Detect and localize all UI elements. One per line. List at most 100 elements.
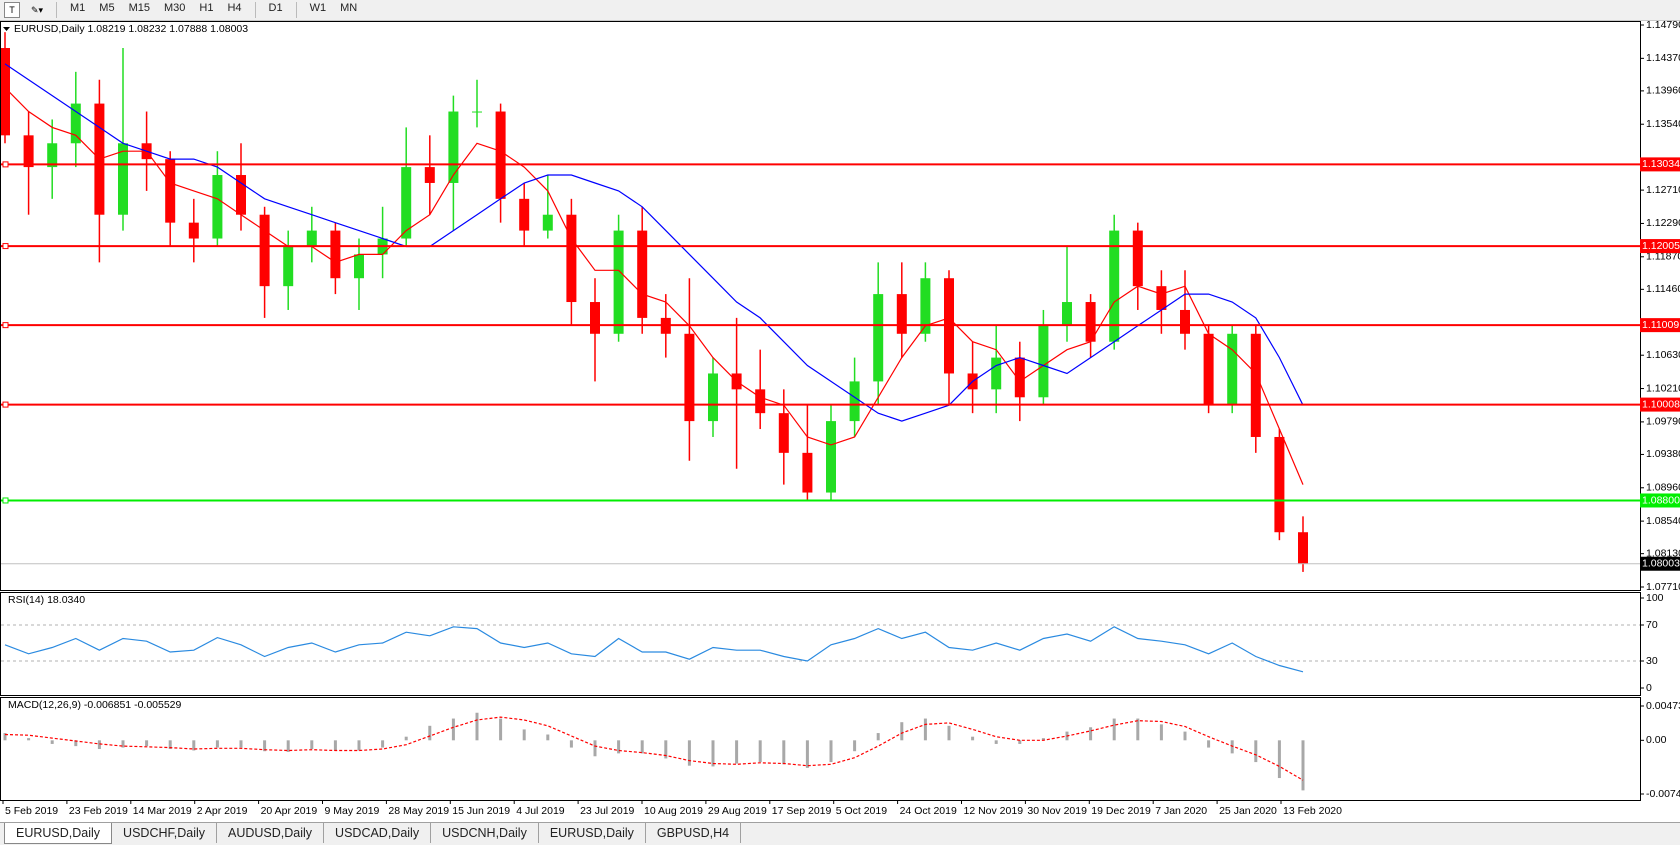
symbol-tab[interactable]: EURUSD,Daily (539, 823, 646, 843)
time-label: 4 Jul 2019 (516, 805, 565, 817)
candle-body (1062, 302, 1072, 326)
candle-body (613, 230, 624, 334)
candle-body (1038, 325, 1049, 398)
y-tick-label: 70 (1646, 619, 1658, 631)
candle-body (47, 143, 58, 168)
candle-body (1203, 333, 1214, 406)
candle-body (755, 389, 766, 414)
timeframes: M1 M5 M15 M30 H1 H4 D1 W1 MN (63, 2, 364, 18)
price-level-handle (2, 243, 9, 250)
candle-body (896, 294, 907, 334)
text-tool[interactable]: T (4, 2, 20, 18)
timeframe-button[interactable]: H4 (227, 2, 242, 14)
candle-body (495, 111, 506, 199)
price-level-tag (1640, 157, 1680, 172)
candle-body (1250, 333, 1261, 437)
timeframe-button[interactable]: H1 (199, 2, 214, 14)
time-label: 2 Apr 2019 (197, 805, 248, 817)
candle-body (1298, 532, 1308, 564)
price-level-label: 1.13034 (1642, 158, 1680, 170)
candle-body (920, 278, 931, 334)
y-tick-label: 1.08960 (1646, 482, 1680, 494)
price-level-tag (1640, 318, 1680, 333)
timeframe-button[interactable]: M30 (163, 2, 186, 14)
candle-body (708, 373, 718, 422)
symbol-tabs: EURUSD,Daily USDCHF,Daily AUDUSD,Daily USDC… (0, 822, 1680, 845)
candle-body (118, 143, 128, 215)
y-tick-label: 1.10630 (1646, 349, 1680, 361)
candle-body (236, 175, 246, 215)
y-tick-label: 1.11460 (1646, 283, 1680, 295)
collapse-marker (3, 27, 10, 31)
y-tick-label: 1.11870 (1646, 251, 1680, 263)
panel-frame (0, 21, 1641, 591)
candle-body (165, 159, 176, 223)
price-level-label: 1.12005 (1642, 240, 1680, 252)
symbol-tab[interactable]: USDCAD,Daily (324, 823, 432, 843)
y-tick-label: 0 (1646, 682, 1652, 694)
price-level-handle (2, 401, 9, 408)
shapes-tool[interactable]: ✎▾ (30, 5, 44, 15)
time-label: 5 Oct 2019 (836, 805, 888, 817)
symbol-tab[interactable]: USDCNH,Daily (431, 823, 539, 843)
panel-frame (0, 697, 1641, 801)
price-level-handle (2, 161, 9, 168)
price-level-handle (2, 322, 9, 329)
time-label: 17 Sep 2019 (772, 805, 832, 817)
y-tick-label: 1.14370 (1646, 52, 1680, 64)
separator (295, 2, 297, 18)
symbol-tab[interactable]: EURUSD,Daily (4, 823, 113, 844)
y-tick-label: 1.08540 (1646, 515, 1680, 527)
candle-body (306, 230, 317, 247)
y-tick-label: 1.13960 (1646, 85, 1680, 97)
price-level-tag (1640, 239, 1680, 254)
candle-body (23, 135, 34, 168)
timeframe-button[interactable]: MN (340, 2, 358, 14)
time-label: 5 Feb 2019 (5, 805, 58, 817)
candle-body (354, 254, 364, 279)
timeframe-button[interactable]: M5 (99, 2, 115, 14)
candle-body (802, 452, 813, 493)
symbol-tab[interactable]: GBPUSD,H4 (646, 823, 742, 843)
chart: 1.14790 1.14370 1.13960 1.13540 1.12710 1.122… (0, 19, 1680, 817)
panel-content (1, 624, 1640, 673)
moving-average (4, 63, 1304, 422)
candle-body (778, 413, 789, 453)
timeframe-button[interactable]: D1 (268, 2, 283, 14)
time-label: 19 Dec 2019 (1091, 805, 1151, 817)
timeframe-button[interactable]: M15 (128, 2, 150, 14)
toolbar: T ✎▾ M1 M5 M15 M30 H1 H4 D1 W1 MN (0, 0, 1680, 21)
symbol-tab[interactable]: USDCHF,Daily (112, 823, 217, 843)
candle-body (448, 111, 459, 183)
price-level-label: 1.11009 (1642, 319, 1679, 331)
panel-title: MACD(12,26,9) -0.006851 -0.005529 (8, 699, 182, 711)
candle-body (188, 222, 199, 239)
price-level-handle (2, 497, 9, 504)
y-tick-label: 1.14790 (1646, 19, 1680, 31)
candle-body (1180, 309, 1190, 334)
y-tick-label: 1.09790 (1646, 416, 1680, 428)
panel-frame (0, 592, 1641, 696)
time-label: 13 Feb 2020 (1283, 805, 1342, 817)
candle-body (684, 333, 695, 422)
candle-body (401, 167, 412, 239)
time-label: 9 May 2019 (325, 805, 380, 817)
timeframe-button[interactable]: M1 (70, 2, 86, 14)
panel-content (3, 712, 1305, 791)
y-tick-label: 1.12710 (1646, 184, 1680, 196)
timeframe-button[interactable]: W1 (309, 2, 327, 14)
candle-body (566, 214, 577, 303)
candle-body (637, 230, 648, 318)
y-tick-label: 1.13540 (1646, 118, 1680, 130)
symbol-tab[interactable]: AUDUSD,Daily (217, 823, 325, 843)
candle-body (1227, 333, 1238, 406)
y-tick-label: 1.07710 (1646, 581, 1680, 593)
y-tick-label: 1.09380 (1646, 448, 1680, 460)
candle-body (212, 175, 223, 239)
y-tick-label: 1.08130 (1646, 547, 1680, 559)
time-label: 23 Jul 2019 (580, 805, 634, 817)
candle-body (1132, 230, 1143, 287)
candle-body (849, 381, 860, 422)
